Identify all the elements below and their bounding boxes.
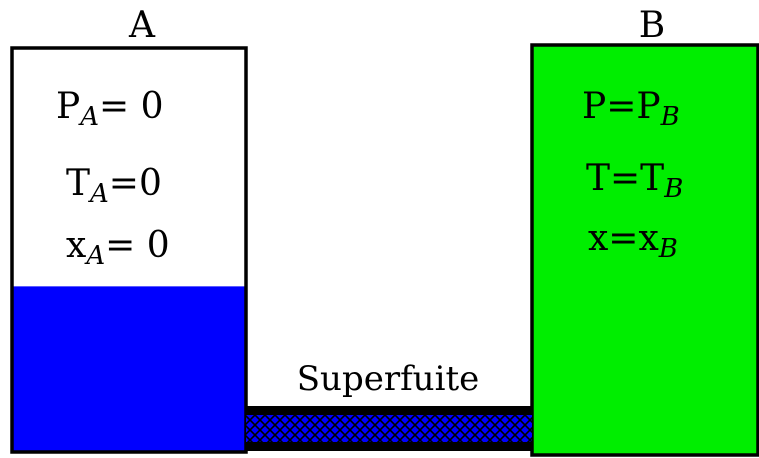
tank-a-temperature: TA=0 bbox=[66, 163, 162, 209]
tank-a-pressure: PA= 0 bbox=[56, 86, 164, 132]
channel-bottom-wall bbox=[246, 442, 532, 451]
channel-top-wall bbox=[246, 406, 532, 415]
tank-a-liquid bbox=[12, 286, 246, 452]
tank-a-fraction: xA= 0 bbox=[66, 225, 170, 271]
channel-porous-plug bbox=[246, 415, 532, 442]
tank-a-label: A bbox=[128, 5, 156, 46]
tank-b-label: B bbox=[639, 5, 665, 46]
channel-label: Superfuite bbox=[297, 359, 479, 399]
tank-b-fraction: x=xB bbox=[588, 218, 678, 264]
tank-b bbox=[530, 43, 759, 457]
tank-b-temperature: T=TB bbox=[586, 158, 683, 204]
tank-a bbox=[10, 46, 248, 454]
tank-b-pressure: P=PB bbox=[582, 86, 680, 132]
